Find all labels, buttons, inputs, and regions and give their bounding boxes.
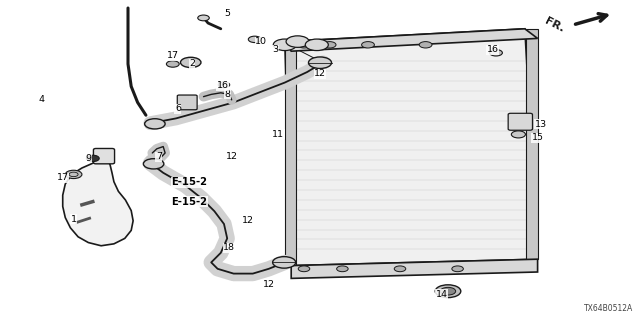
Text: 12: 12 — [263, 280, 275, 289]
Circle shape — [308, 57, 332, 68]
Polygon shape — [285, 29, 538, 51]
Text: 11: 11 — [273, 130, 284, 139]
Circle shape — [145, 119, 165, 129]
FancyBboxPatch shape — [508, 113, 532, 130]
Text: 1: 1 — [70, 215, 77, 224]
Text: 6: 6 — [175, 104, 181, 113]
Circle shape — [166, 61, 179, 67]
FancyBboxPatch shape — [177, 95, 197, 110]
Text: 18: 18 — [223, 244, 235, 252]
Text: 4: 4 — [38, 95, 45, 104]
Text: 13: 13 — [535, 120, 547, 129]
Circle shape — [419, 42, 432, 48]
Circle shape — [298, 266, 310, 272]
Text: 8: 8 — [224, 90, 230, 99]
Circle shape — [65, 170, 82, 179]
Text: 14: 14 — [436, 290, 447, 299]
Text: 16: 16 — [217, 81, 228, 90]
Polygon shape — [63, 158, 133, 246]
Text: 10: 10 — [255, 37, 267, 46]
Circle shape — [452, 266, 463, 272]
Text: 3: 3 — [272, 45, 278, 54]
Circle shape — [248, 36, 261, 43]
Circle shape — [198, 15, 209, 21]
Text: 12: 12 — [243, 216, 254, 225]
Circle shape — [273, 39, 296, 51]
Text: 15: 15 — [532, 133, 543, 142]
Polygon shape — [526, 29, 538, 259]
Text: 17: 17 — [167, 52, 179, 60]
Circle shape — [511, 131, 525, 138]
Polygon shape — [285, 29, 538, 266]
Polygon shape — [291, 259, 538, 278]
Circle shape — [298, 42, 310, 48]
Text: 9: 9 — [85, 154, 92, 163]
Circle shape — [273, 257, 296, 268]
Circle shape — [180, 57, 201, 68]
Text: 17: 17 — [57, 173, 68, 182]
Circle shape — [286, 36, 309, 47]
Text: 12: 12 — [227, 152, 238, 161]
Text: 7: 7 — [156, 152, 162, 161]
Circle shape — [305, 39, 328, 51]
Text: E-15-2: E-15-2 — [172, 196, 207, 207]
Circle shape — [86, 155, 99, 162]
Circle shape — [218, 82, 230, 88]
Circle shape — [435, 285, 461, 298]
Circle shape — [143, 159, 164, 169]
Text: 2: 2 — [189, 60, 195, 68]
Circle shape — [394, 266, 406, 272]
Circle shape — [490, 50, 502, 56]
Text: FR.: FR. — [543, 16, 566, 34]
Circle shape — [362, 42, 374, 48]
Circle shape — [323, 42, 336, 48]
Text: 12: 12 — [314, 69, 326, 78]
Polygon shape — [285, 42, 296, 266]
Text: 5: 5 — [224, 9, 230, 18]
Circle shape — [337, 266, 348, 272]
Circle shape — [440, 287, 456, 295]
FancyBboxPatch shape — [93, 148, 115, 164]
Text: E-15-2: E-15-2 — [172, 177, 207, 188]
Text: TX64B0512A: TX64B0512A — [584, 304, 634, 313]
Text: 16: 16 — [487, 45, 499, 54]
